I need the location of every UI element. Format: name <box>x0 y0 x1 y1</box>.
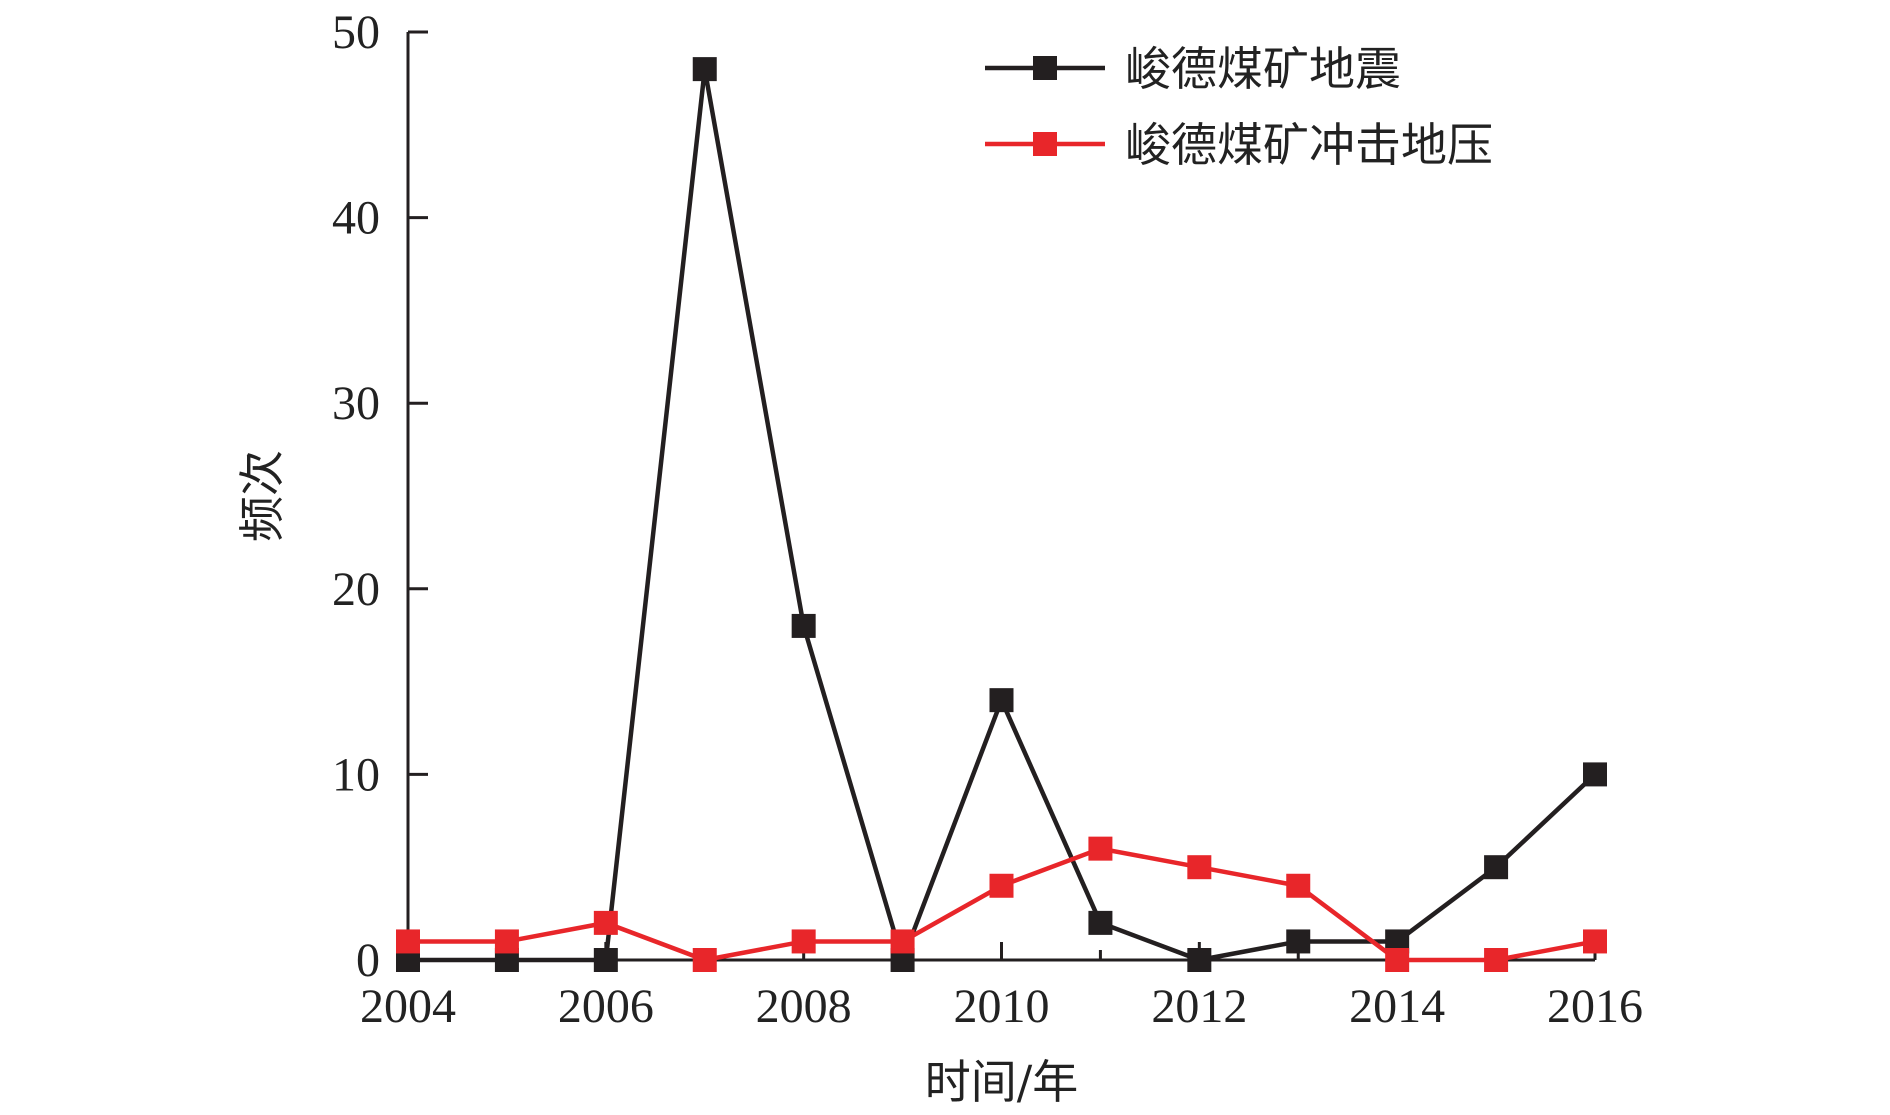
series-1 <box>396 57 1607 972</box>
data-point-marker <box>1484 855 1509 880</box>
y-tick-label: 50 <box>332 6 380 59</box>
legend-swatch-marker <box>1033 132 1057 156</box>
legend-label: 峻德煤矿冲击地压 <box>1125 118 1493 172</box>
data-point-marker <box>1583 762 1607 787</box>
legend-label: 峻德煤矿地震 <box>1125 42 1401 96</box>
series-2 <box>396 836 1607 972</box>
data-point-marker <box>692 57 717 82</box>
legend-swatch-marker <box>1033 56 1057 80</box>
data-point-marker <box>1187 855 1212 880</box>
data-point-marker <box>1385 948 1410 972</box>
series-line <box>408 68 1597 968</box>
data-point-marker <box>989 688 1014 713</box>
data-point-marker <box>989 873 1014 898</box>
x-tick-label: 2006 <box>558 980 654 1033</box>
data-point-marker <box>1088 910 1113 935</box>
data-point-marker <box>1286 873 1311 898</box>
x-tick-label: 2004 <box>360 980 456 1033</box>
y-tick-label: 20 <box>332 563 380 616</box>
plot-area <box>396 57 1607 972</box>
legend-item-2: 峻德煤矿冲击地压 <box>985 118 1493 172</box>
x-axis-title: 时间/年 <box>925 1055 1079 1109</box>
y-tick-label: 10 <box>332 748 380 801</box>
y-tick-label: 40 <box>332 192 380 245</box>
data-point-marker <box>1583 929 1607 954</box>
data-point-marker <box>1484 948 1509 972</box>
data-point-marker <box>1286 929 1311 954</box>
x-tick-label: 2010 <box>954 980 1050 1033</box>
data-point-marker <box>791 929 816 954</box>
y-tick-label: 0 <box>356 934 380 987</box>
data-point-marker <box>494 948 519 972</box>
data-point-marker <box>494 929 519 954</box>
data-point-marker <box>791 613 816 638</box>
x-tick-label: 2014 <box>1349 980 1445 1033</box>
y-axis-title: 频次 <box>235 450 289 542</box>
axes: 0 10 20 30 40 50 2004 2006 2008 2010 2012 2014 2016 <box>332 6 1643 1033</box>
legend-item-1: 峻德煤矿地震 <box>985 42 1401 96</box>
x-tick-label: 2016 <box>1547 980 1643 1033</box>
data-point-marker <box>593 910 618 935</box>
x-tick-label: 2008 <box>756 980 852 1033</box>
x-tick-label: 2012 <box>1151 980 1247 1033</box>
data-point-marker <box>1187 948 1212 972</box>
data-point-marker <box>692 948 717 972</box>
y-tick-label: 30 <box>332 377 380 430</box>
data-point-marker <box>396 929 420 954</box>
data-point-marker <box>890 929 915 954</box>
data-point-marker <box>593 948 618 972</box>
data-point-marker <box>1088 836 1113 861</box>
